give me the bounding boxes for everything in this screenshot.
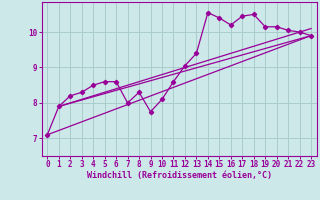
X-axis label: Windchill (Refroidissement éolien,°C): Windchill (Refroidissement éolien,°C)	[87, 171, 272, 180]
